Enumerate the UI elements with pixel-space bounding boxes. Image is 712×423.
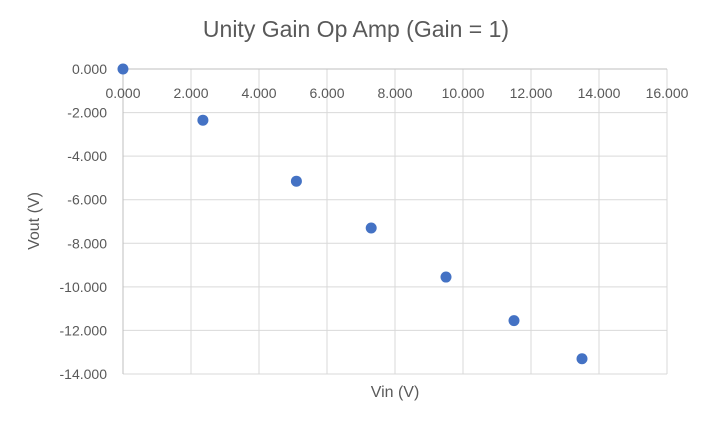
x-tick-label: 4.000 xyxy=(241,85,276,101)
x-axis-label: Vin (V) xyxy=(371,384,420,401)
y-tick-label: -8.000 xyxy=(67,235,107,251)
y-axis-label: Vout (V) xyxy=(26,192,43,250)
y-tick-label: -4.000 xyxy=(67,148,107,164)
y-tick-label: -2.000 xyxy=(67,105,107,121)
data-point xyxy=(508,315,520,327)
gridlines xyxy=(122,68,668,375)
x-tick-label: 10.000 xyxy=(442,85,485,101)
y-tick-label: 0.000 xyxy=(72,61,107,77)
data-point xyxy=(365,222,377,234)
y-tick-label: -14.000 xyxy=(60,366,108,382)
x-tick-label: 6.000 xyxy=(309,85,344,101)
x-tick-labels: 0.000 2.000 4.000 6.000 8.000 10.000 12.000 14.… xyxy=(105,85,688,101)
x-tick-label: 2.000 xyxy=(173,85,208,101)
chart-title: Unity Gain Op Amp (Gain = 1) xyxy=(203,16,509,42)
y-tick-label: -12.000 xyxy=(60,322,108,338)
data-point xyxy=(197,114,209,126)
data-point xyxy=(440,271,452,283)
y-tick-labels: 0.000 -2.000 -4.000 -6.000 -8.000 -10.000 -12.… xyxy=(60,61,108,382)
y-tick-label: -10.000 xyxy=(60,279,108,295)
x-tick-label: 0.000 xyxy=(105,85,140,101)
data-points xyxy=(117,63,588,365)
x-tick-label: 14.000 xyxy=(578,85,621,101)
data-point xyxy=(290,175,302,187)
y-tick-label: -6.000 xyxy=(67,192,107,208)
x-tick-label: 16.000 xyxy=(646,85,689,101)
data-point xyxy=(117,63,129,75)
x-tick-label: 12.000 xyxy=(510,85,553,101)
data-point xyxy=(576,353,588,365)
x-tick-label: 8.000 xyxy=(377,85,412,101)
